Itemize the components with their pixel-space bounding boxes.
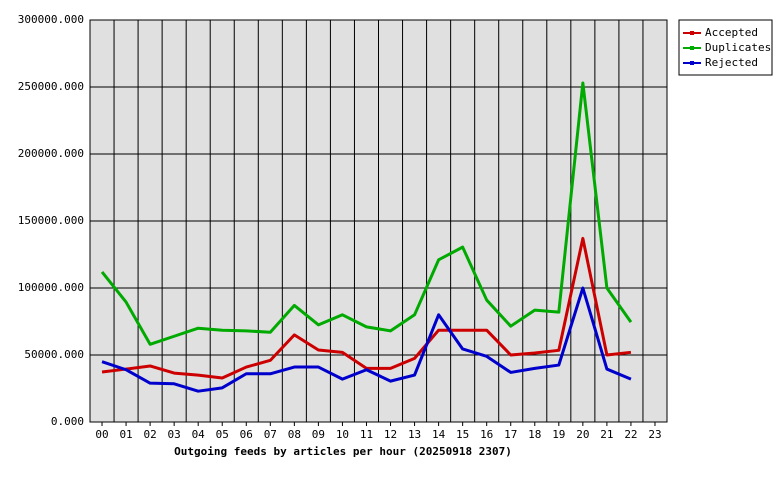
x-tick-label: 10 [336, 428, 349, 441]
legend-label: Rejected [705, 56, 758, 69]
x-tick-label: 17 [504, 428, 517, 441]
x-tick-label: 01 [119, 428, 132, 441]
x-tick-label: 00 [95, 428, 108, 441]
legend-marker [690, 31, 694, 35]
x-tick-label: 09 [312, 428, 325, 441]
x-tick-label: 14 [432, 428, 446, 441]
x-tick-label: 15 [456, 428, 469, 441]
x-tick-label: 21 [600, 428, 613, 441]
x-tick-label: 13 [408, 428, 421, 441]
series-line [101, 286, 632, 393]
x-tick-label: 22 [624, 428, 637, 441]
y-tick-label: 300000.000 [18, 13, 84, 26]
x-tick-label: 20 [576, 428, 589, 441]
x-tick-label: 03 [168, 428, 181, 441]
legend-label: Accepted [705, 26, 758, 39]
series-line [100, 81, 633, 346]
legend-label: Duplicates [705, 41, 771, 54]
x-tick-label: 07 [264, 428, 277, 441]
x-tick-label: 05 [216, 428, 229, 441]
legend-marker [690, 46, 694, 50]
x-tick-label: 12 [384, 428, 397, 441]
y-tick-label: 50000.000 [24, 348, 84, 361]
y-tick-label: 100000.000 [18, 281, 84, 294]
x-tick-label: 18 [528, 428, 541, 441]
y-tick-label: 250000.000 [18, 80, 84, 93]
x-tick-label: 02 [143, 428, 156, 441]
chart-title: Outgoing feeds by articles per hour (202… [174, 445, 512, 458]
legend-marker [690, 61, 694, 65]
x-tick-label: 19 [552, 428, 565, 441]
x-tick-label: 04 [192, 428, 206, 441]
y-tick-label: 0.000 [51, 415, 84, 428]
x-tick-label: 06 [240, 428, 253, 441]
y-tick-label: 200000.000 [18, 147, 84, 160]
x-tick-label: 08 [288, 428, 301, 441]
x-tick-label: 23 [648, 428, 661, 441]
x-tick-label: 11 [360, 428, 373, 441]
y-tick-label: 150000.000 [18, 214, 84, 227]
x-tick-label: 16 [480, 428, 493, 441]
